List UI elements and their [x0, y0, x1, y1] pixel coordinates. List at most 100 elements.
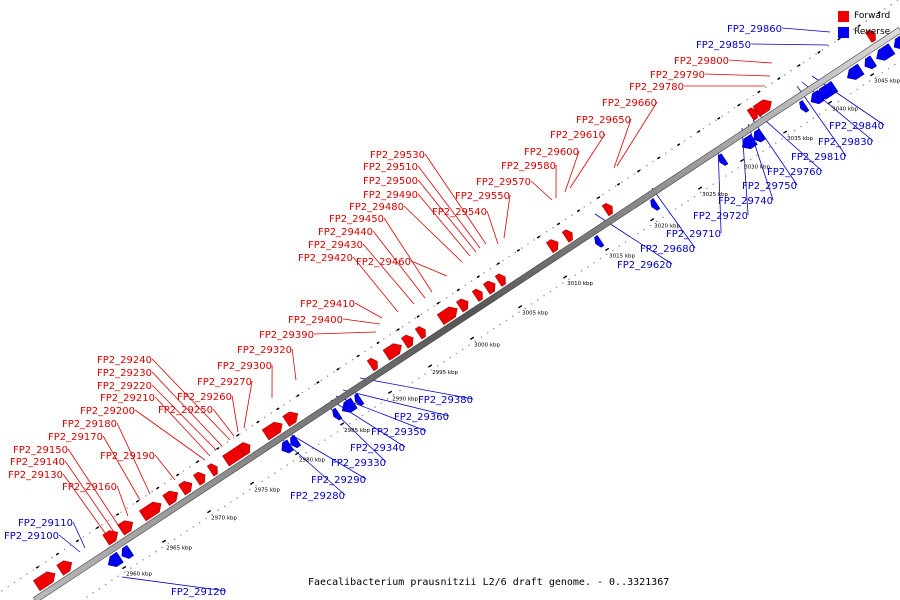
leader-line: [154, 396, 211, 457]
track-dot: [589, 202, 592, 204]
reverse-gene-arrow: [893, 35, 900, 50]
track-tick: [737, 103, 741, 107]
track-dot: [721, 115, 723, 117]
gene-body: [261, 421, 283, 441]
gene-label: FP2_29490: [363, 190, 418, 201]
track-dot: [107, 519, 110, 522]
track-tick: [857, 24, 861, 28]
track-dot: [299, 455, 301, 458]
track-dot: [539, 235, 542, 237]
leader-line: [314, 331, 377, 335]
forward-gene-arrow: [56, 560, 73, 576]
track-dot: [314, 383, 316, 386]
tick-label: 2960 kbp: [126, 572, 152, 578]
track-dot: [311, 447, 314, 450]
leader-line: [486, 210, 499, 245]
leader-line: [569, 133, 606, 189]
tick-label: 2990 kbp: [392, 396, 418, 402]
track-dot: [608, 189, 611, 192]
leader-line: [757, 113, 823, 172]
track-dot: [718, 179, 721, 181]
track-dot: [612, 249, 614, 252]
leader-line: [231, 395, 239, 433]
track-dot: [790, 69, 792, 72]
gene-body: [876, 43, 896, 61]
track-dot: [495, 263, 498, 266]
track-dot: [274, 472, 276, 474]
leader-line: [58, 534, 81, 553]
gene-label: FP2_29140: [10, 457, 65, 468]
track-tick: [536, 235, 541, 239]
gene-label: FP2_29740: [718, 196, 773, 207]
gene-body: [753, 128, 766, 143]
reverse-gene-arrow: [847, 63, 865, 80]
leader-line: [151, 384, 217, 451]
track-dot: [117, 575, 119, 578]
track-dot: [862, 84, 865, 86]
track-dot: [433, 305, 435, 307]
gene-label: FP2_29750: [742, 181, 797, 192]
track-dot: [674, 208, 677, 210]
track-dot: [524, 307, 527, 309]
gene-body: [650, 198, 661, 211]
track-dot: [533, 239, 535, 241]
leader-line: [530, 180, 553, 201]
gene-body: [341, 397, 358, 413]
track-tick: [676, 143, 681, 147]
leader-line: [383, 217, 433, 293]
gene-label: FP2_29360: [394, 412, 449, 423]
gene-body: [238, 442, 251, 456]
leader-line: [796, 85, 847, 157]
track-dot: [740, 102, 742, 105]
gene-body: [281, 439, 294, 454]
track-tick: [456, 288, 460, 292]
gene-label: FP2_29210: [100, 393, 155, 404]
track-dot: [614, 185, 617, 187]
leader-line: [291, 348, 297, 381]
gene-label: FP2_29500: [363, 176, 418, 187]
track-dot: [142, 559, 144, 561]
track-dot: [464, 284, 467, 287]
track-dot: [445, 296, 448, 299]
gene-body: [414, 326, 426, 340]
track-dot: [470, 280, 473, 283]
gene-body: [561, 229, 573, 243]
track-dot: [317, 443, 320, 446]
forward-gene-arrow: [102, 530, 119, 546]
track-dot: [812, 117, 815, 119]
track-dot: [180, 534, 182, 536]
track-dot: [887, 67, 890, 70]
track-tick: [316, 380, 320, 384]
track-dot: [364, 350, 366, 353]
tick-label: 3035 kbp: [787, 136, 813, 142]
track-dot: [113, 515, 116, 518]
reverse-gene-arrow: [594, 235, 605, 248]
gene-label: FP2_29380: [418, 395, 473, 406]
track-dot: [518, 311, 520, 314]
track-dot: [881, 72, 883, 74]
track-tick: [135, 499, 140, 503]
tick-mark: [340, 422, 345, 426]
track-dot: [163, 482, 166, 485]
gene-label: FP2_29180: [62, 419, 117, 430]
track-dot: [126, 507, 128, 509]
gene-label: FP2_29420: [298, 253, 353, 264]
track-dot: [715, 119, 717, 121]
tick-label: 3010 kbp: [567, 281, 593, 287]
track-dot: [712, 183, 714, 186]
track-dot: [768, 146, 771, 148]
gene-label: FP2_29810: [791, 152, 846, 163]
track-tick: [55, 552, 60, 556]
track-dot: [289, 400, 291, 402]
track-tick: [356, 354, 360, 358]
leader-line: [801, 81, 874, 142]
track-dot: [92, 592, 94, 594]
forward-gene-arrow: [32, 571, 56, 592]
gene-label: FP2_29320: [237, 345, 292, 356]
track-tick: [616, 182, 621, 186]
track-tick: [717, 116, 721, 120]
tick-mark: [783, 130, 788, 134]
gene-body: [483, 280, 496, 295]
leader-line: [782, 27, 831, 33]
